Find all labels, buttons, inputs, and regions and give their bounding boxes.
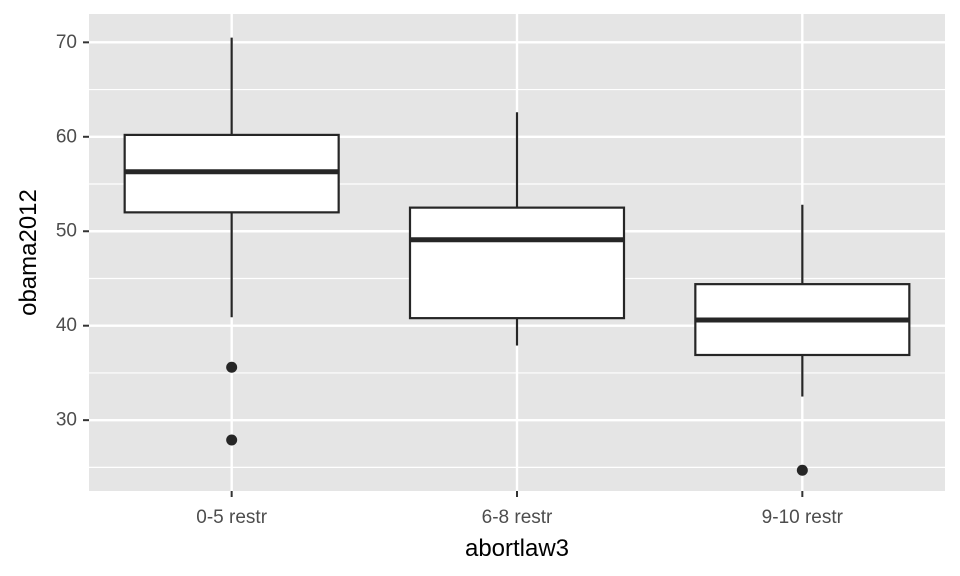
outlier-point [226, 434, 238, 446]
x-tick-label: 9-10 restr [762, 507, 844, 528]
box-3 [694, 204, 911, 476]
y-axis-title: obama2012 [15, 189, 42, 316]
y-tick-label: 30 [56, 410, 77, 431]
x-axis: 0-5 restr 6-8 restr 9-10 restr [196, 491, 844, 528]
x-tick-label: 0-5 restr [196, 507, 267, 528]
y-tick-label: 50 [56, 221, 77, 242]
y-tick-label: 70 [56, 32, 77, 53]
box-iqr [408, 206, 626, 320]
boxes-layer [123, 37, 911, 476]
x-axis-title: abortlaw3 [465, 535, 569, 562]
y-tick-label: 40 [56, 315, 77, 336]
box-2 [408, 112, 626, 346]
y-tick-label: 60 [56, 126, 77, 147]
outlier-point [226, 361, 238, 373]
y-axis: 30 40 50 60 70 [56, 32, 89, 431]
box-1 [123, 37, 340, 446]
outlier-point [796, 464, 808, 476]
x-tick-label: 6-8 restr [482, 507, 553, 528]
